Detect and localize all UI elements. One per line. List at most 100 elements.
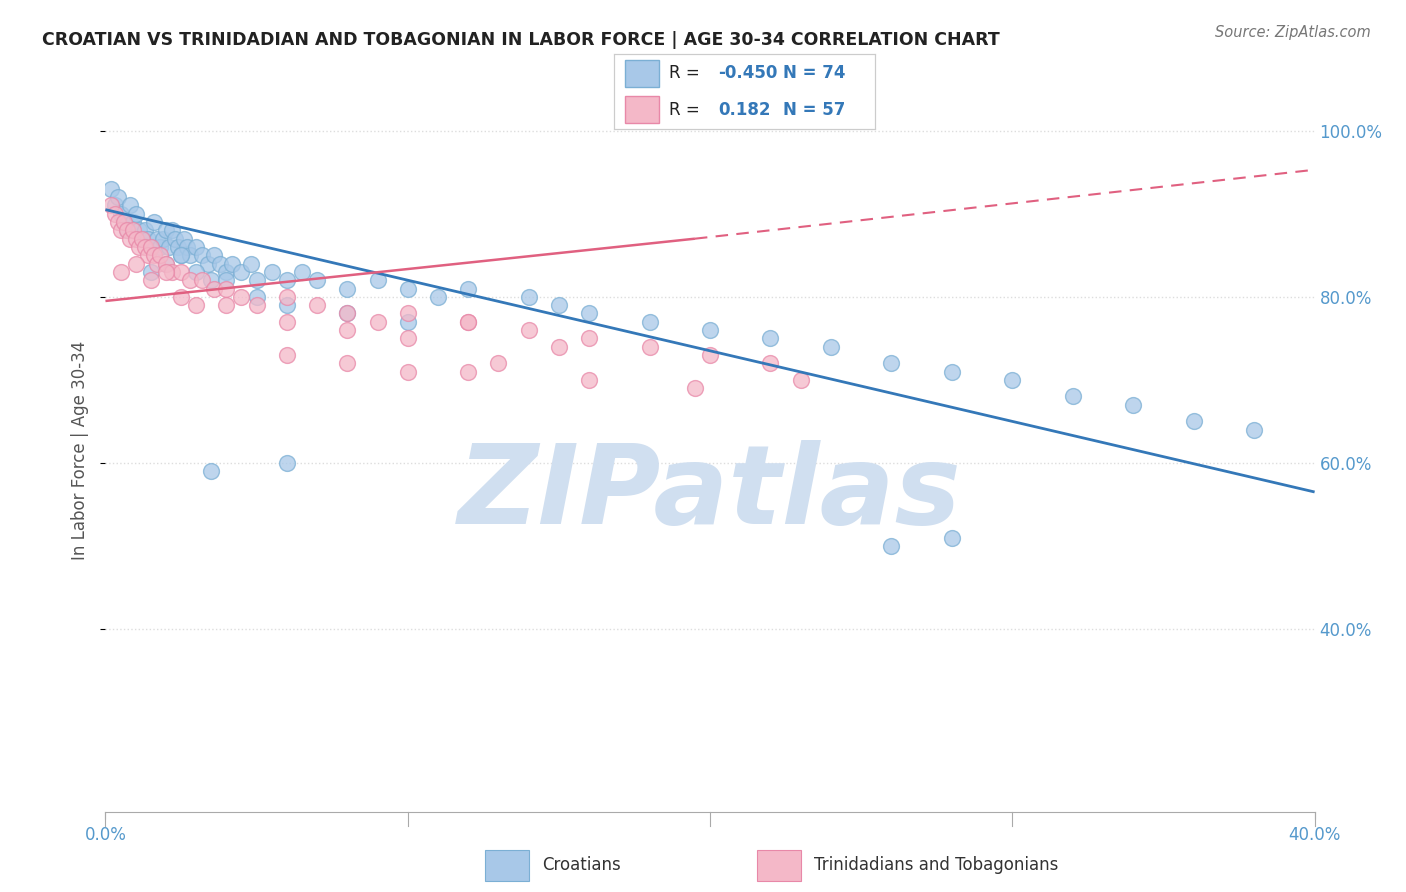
Text: R =: R = [669, 64, 700, 82]
Point [215, 265, 238, 279]
Point [548, 298, 571, 312]
Text: 0.182: 0.182 [718, 101, 770, 119]
Point [336, 306, 359, 320]
Point [110, 207, 132, 221]
Point [202, 281, 225, 295]
Point [142, 248, 165, 262]
Point [457, 315, 479, 329]
Text: Source: ZipAtlas.com: Source: ZipAtlas.com [1215, 25, 1371, 40]
Point [107, 190, 129, 204]
Point [239, 257, 262, 271]
Point [167, 240, 190, 254]
Point [110, 265, 132, 279]
Point [157, 240, 180, 254]
Point [170, 290, 193, 304]
Point [246, 273, 269, 287]
Point [155, 223, 177, 237]
Point [336, 306, 359, 320]
Point [276, 456, 298, 470]
Point [115, 223, 138, 237]
Point [276, 315, 298, 329]
Point [173, 232, 195, 246]
Point [155, 265, 177, 279]
Point [131, 232, 153, 246]
Point [125, 257, 148, 271]
Point [134, 223, 156, 237]
Point [276, 290, 298, 304]
Point [336, 281, 359, 295]
Point [880, 356, 903, 370]
Point [142, 215, 165, 229]
Point [136, 248, 159, 262]
Point [121, 215, 143, 229]
Text: -0.450: -0.450 [718, 64, 778, 82]
Point [548, 340, 571, 354]
Point [118, 198, 141, 212]
Point [578, 306, 600, 320]
Text: CROATIAN VS TRINIDADIAN AND TOBAGONIAN IN LABOR FORCE | AGE 30-34 CORRELATION CH: CROATIAN VS TRINIDADIAN AND TOBAGONIAN I… [42, 31, 1000, 49]
Point [457, 315, 479, 329]
Point [638, 340, 661, 354]
Point [1122, 398, 1144, 412]
Point [683, 381, 706, 395]
Point [366, 273, 388, 287]
Point [100, 182, 122, 196]
Point [125, 232, 148, 246]
Point [170, 265, 193, 279]
Point [638, 315, 661, 329]
Point [276, 273, 298, 287]
Point [149, 248, 172, 262]
FancyBboxPatch shape [624, 96, 658, 123]
Point [1062, 389, 1084, 403]
Point [209, 257, 232, 271]
Point [160, 265, 183, 279]
Point [578, 373, 600, 387]
Y-axis label: In Labor Force | Age 30-34: In Labor Force | Age 30-34 [72, 341, 90, 560]
Point [396, 331, 419, 345]
Point [139, 240, 162, 254]
Point [457, 281, 479, 295]
Point [699, 323, 721, 337]
Point [176, 240, 198, 254]
Point [134, 240, 156, 254]
Point [366, 315, 388, 329]
Point [578, 331, 600, 345]
Point [517, 323, 540, 337]
Point [191, 273, 214, 287]
Point [103, 207, 125, 221]
Point [396, 306, 419, 320]
Point [699, 348, 721, 362]
Point [186, 240, 208, 254]
Point [517, 290, 540, 304]
Point [880, 539, 903, 553]
Point [759, 356, 782, 370]
Point [139, 265, 162, 279]
Point [103, 198, 125, 212]
Point [107, 215, 129, 229]
Point [307, 298, 329, 312]
Point [215, 273, 238, 287]
Point [396, 315, 419, 329]
Text: Trinidadians and Tobagonians: Trinidadians and Tobagonians [814, 856, 1059, 874]
Point [231, 265, 253, 279]
Point [170, 248, 193, 262]
Point [139, 273, 162, 287]
Point [427, 290, 450, 304]
Point [125, 207, 148, 221]
Point [186, 265, 208, 279]
Point [1001, 373, 1024, 387]
Point [131, 232, 153, 246]
Point [291, 265, 314, 279]
Point [820, 340, 842, 354]
Point [163, 232, 186, 246]
Point [146, 232, 169, 246]
Point [179, 273, 201, 287]
Point [155, 257, 177, 271]
Point [215, 298, 238, 312]
Point [136, 232, 159, 246]
Point [488, 356, 510, 370]
Point [139, 240, 162, 254]
Point [146, 257, 169, 271]
Point [186, 298, 208, 312]
Point [155, 257, 177, 271]
